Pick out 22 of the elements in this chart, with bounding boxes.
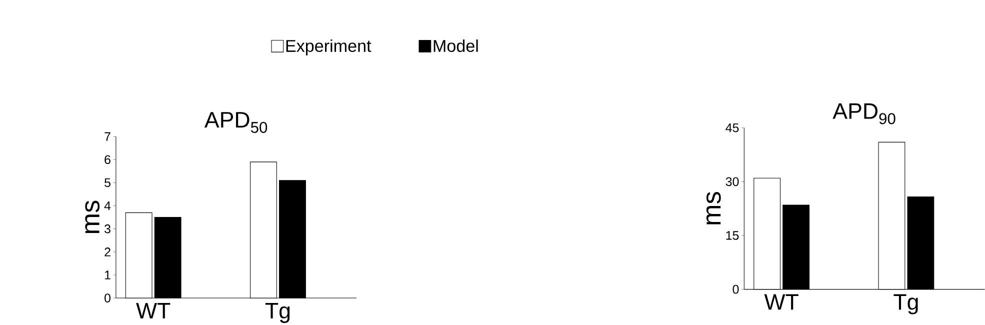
y-tick-label: 0	[732, 284, 739, 294]
legend-label: Experiment	[286, 39, 372, 56]
y-tick-label: 1	[104, 270, 110, 280]
y-axis-title: ms	[706, 192, 721, 224]
chart-title: APD$_{90}$	[832, 103, 896, 124]
y-tick-label: 6	[104, 155, 110, 164]
x-tick-label: Tg	[265, 302, 290, 323]
y-tick-label: 0	[104, 294, 110, 302]
legend-label: Model	[434, 39, 478, 52]
y-tick-label: 30	[726, 177, 739, 186]
x-tick-label: Tg	[894, 294, 918, 314]
chart-title: APD$_{50}$	[204, 112, 268, 133]
y-tick-label: 45	[726, 123, 739, 132]
y-axis-title: ms	[85, 200, 100, 233]
x-tick-label: WT	[136, 302, 170, 318]
y-tick-label: 7	[104, 132, 110, 141]
x-tick-label: WT	[764, 294, 798, 310]
y-tick-label: 2	[104, 247, 110, 256]
y-tick-label: 15	[726, 231, 739, 240]
y-tick-label: 3	[104, 224, 110, 234]
y-tick-label: 5	[104, 178, 110, 187]
y-tick-label: 4	[104, 201, 111, 210]
